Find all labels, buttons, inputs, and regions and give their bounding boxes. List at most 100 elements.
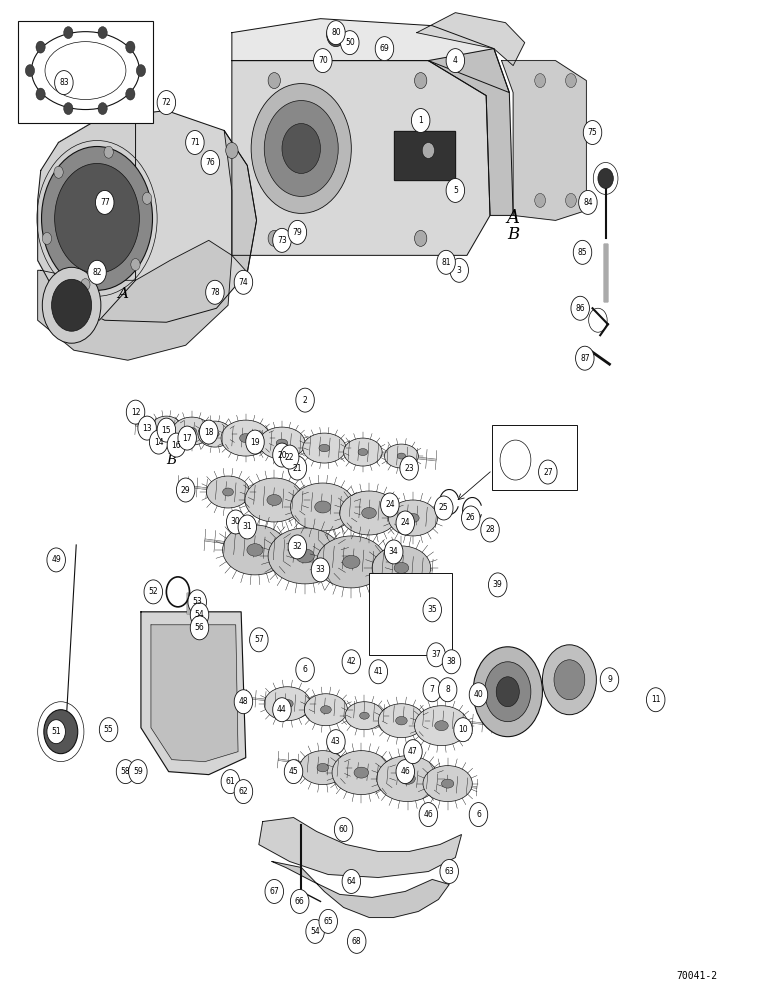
Circle shape bbox=[225, 142, 238, 158]
Circle shape bbox=[396, 511, 415, 535]
Circle shape bbox=[381, 493, 399, 517]
Circle shape bbox=[265, 879, 283, 903]
Circle shape bbox=[168, 433, 185, 457]
Circle shape bbox=[190, 603, 208, 627]
Circle shape bbox=[579, 190, 598, 214]
Ellipse shape bbox=[395, 716, 407, 725]
Text: 85: 85 bbox=[577, 248, 587, 257]
Circle shape bbox=[127, 400, 145, 424]
Text: 78: 78 bbox=[210, 288, 220, 297]
Text: 83: 83 bbox=[59, 78, 69, 87]
Circle shape bbox=[98, 103, 107, 115]
Text: 25: 25 bbox=[439, 503, 449, 512]
Circle shape bbox=[496, 677, 520, 707]
Polygon shape bbox=[151, 625, 238, 762]
Text: 86: 86 bbox=[575, 304, 585, 313]
Text: 63: 63 bbox=[445, 867, 454, 876]
Circle shape bbox=[327, 730, 345, 754]
Ellipse shape bbox=[378, 704, 425, 738]
Circle shape bbox=[598, 168, 613, 188]
Circle shape bbox=[535, 193, 546, 207]
Text: 26: 26 bbox=[466, 513, 476, 522]
Ellipse shape bbox=[384, 444, 418, 468]
Circle shape bbox=[600, 668, 618, 692]
Circle shape bbox=[469, 803, 488, 827]
Text: 62: 62 bbox=[239, 787, 249, 796]
Circle shape bbox=[25, 65, 35, 77]
Circle shape bbox=[340, 31, 359, 55]
Ellipse shape bbox=[415, 706, 469, 746]
Polygon shape bbox=[141, 612, 245, 775]
Circle shape bbox=[481, 518, 499, 542]
Circle shape bbox=[178, 426, 196, 450]
Circle shape bbox=[249, 628, 268, 652]
Circle shape bbox=[190, 616, 208, 640]
Ellipse shape bbox=[332, 751, 391, 795]
Text: 46: 46 bbox=[401, 767, 410, 776]
Text: 19: 19 bbox=[250, 438, 260, 447]
Circle shape bbox=[400, 456, 418, 480]
Circle shape bbox=[176, 478, 195, 502]
Ellipse shape bbox=[423, 766, 472, 802]
Text: 20: 20 bbox=[277, 451, 286, 460]
Ellipse shape bbox=[247, 544, 263, 556]
Circle shape bbox=[369, 660, 388, 684]
Text: 80: 80 bbox=[331, 28, 340, 37]
Text: 69: 69 bbox=[380, 44, 389, 53]
Text: 28: 28 bbox=[486, 525, 495, 534]
Polygon shape bbox=[232, 61, 490, 255]
Text: 76: 76 bbox=[205, 158, 215, 167]
Circle shape bbox=[54, 166, 63, 178]
Bar bbox=[369, 573, 452, 655]
Circle shape bbox=[221, 770, 239, 794]
Ellipse shape bbox=[222, 525, 287, 575]
Text: 37: 37 bbox=[432, 650, 441, 659]
Ellipse shape bbox=[239, 434, 252, 443]
Circle shape bbox=[574, 240, 592, 264]
Text: 42: 42 bbox=[347, 657, 356, 666]
Text: 54: 54 bbox=[310, 927, 320, 936]
Text: 56: 56 bbox=[195, 623, 205, 632]
Circle shape bbox=[576, 346, 594, 370]
Circle shape bbox=[646, 688, 665, 712]
Text: B: B bbox=[507, 226, 520, 243]
Text: 70: 70 bbox=[318, 56, 327, 65]
Circle shape bbox=[342, 869, 361, 893]
Circle shape bbox=[296, 658, 314, 682]
Text: 24: 24 bbox=[385, 500, 394, 509]
Ellipse shape bbox=[304, 694, 347, 726]
Text: 45: 45 bbox=[289, 767, 299, 776]
Polygon shape bbox=[417, 13, 525, 66]
Circle shape bbox=[280, 445, 299, 469]
Circle shape bbox=[234, 270, 252, 294]
Text: 4: 4 bbox=[453, 56, 458, 65]
Ellipse shape bbox=[360, 712, 369, 719]
Circle shape bbox=[36, 88, 46, 100]
Text: 40: 40 bbox=[473, 690, 483, 699]
Circle shape bbox=[251, 84, 351, 213]
Ellipse shape bbox=[388, 500, 438, 536]
Text: 12: 12 bbox=[130, 408, 141, 417]
Text: 9: 9 bbox=[607, 675, 612, 684]
Text: 68: 68 bbox=[352, 937, 361, 946]
Circle shape bbox=[64, 103, 73, 115]
Circle shape bbox=[55, 71, 73, 95]
Text: 43: 43 bbox=[331, 737, 340, 746]
Text: 67: 67 bbox=[269, 887, 279, 896]
Ellipse shape bbox=[405, 605, 417, 619]
Circle shape bbox=[327, 23, 345, 47]
Text: 64: 64 bbox=[347, 877, 356, 886]
Text: 87: 87 bbox=[580, 354, 590, 363]
Ellipse shape bbox=[394, 562, 408, 573]
Ellipse shape bbox=[206, 476, 249, 508]
Circle shape bbox=[42, 267, 101, 343]
Circle shape bbox=[469, 683, 488, 707]
Text: 59: 59 bbox=[133, 767, 143, 776]
Ellipse shape bbox=[211, 431, 219, 437]
Ellipse shape bbox=[354, 767, 369, 778]
Bar bbox=[18, 21, 153, 123]
Text: 50: 50 bbox=[345, 38, 354, 47]
Circle shape bbox=[415, 73, 427, 89]
Circle shape bbox=[342, 650, 361, 674]
Polygon shape bbox=[272, 861, 449, 917]
